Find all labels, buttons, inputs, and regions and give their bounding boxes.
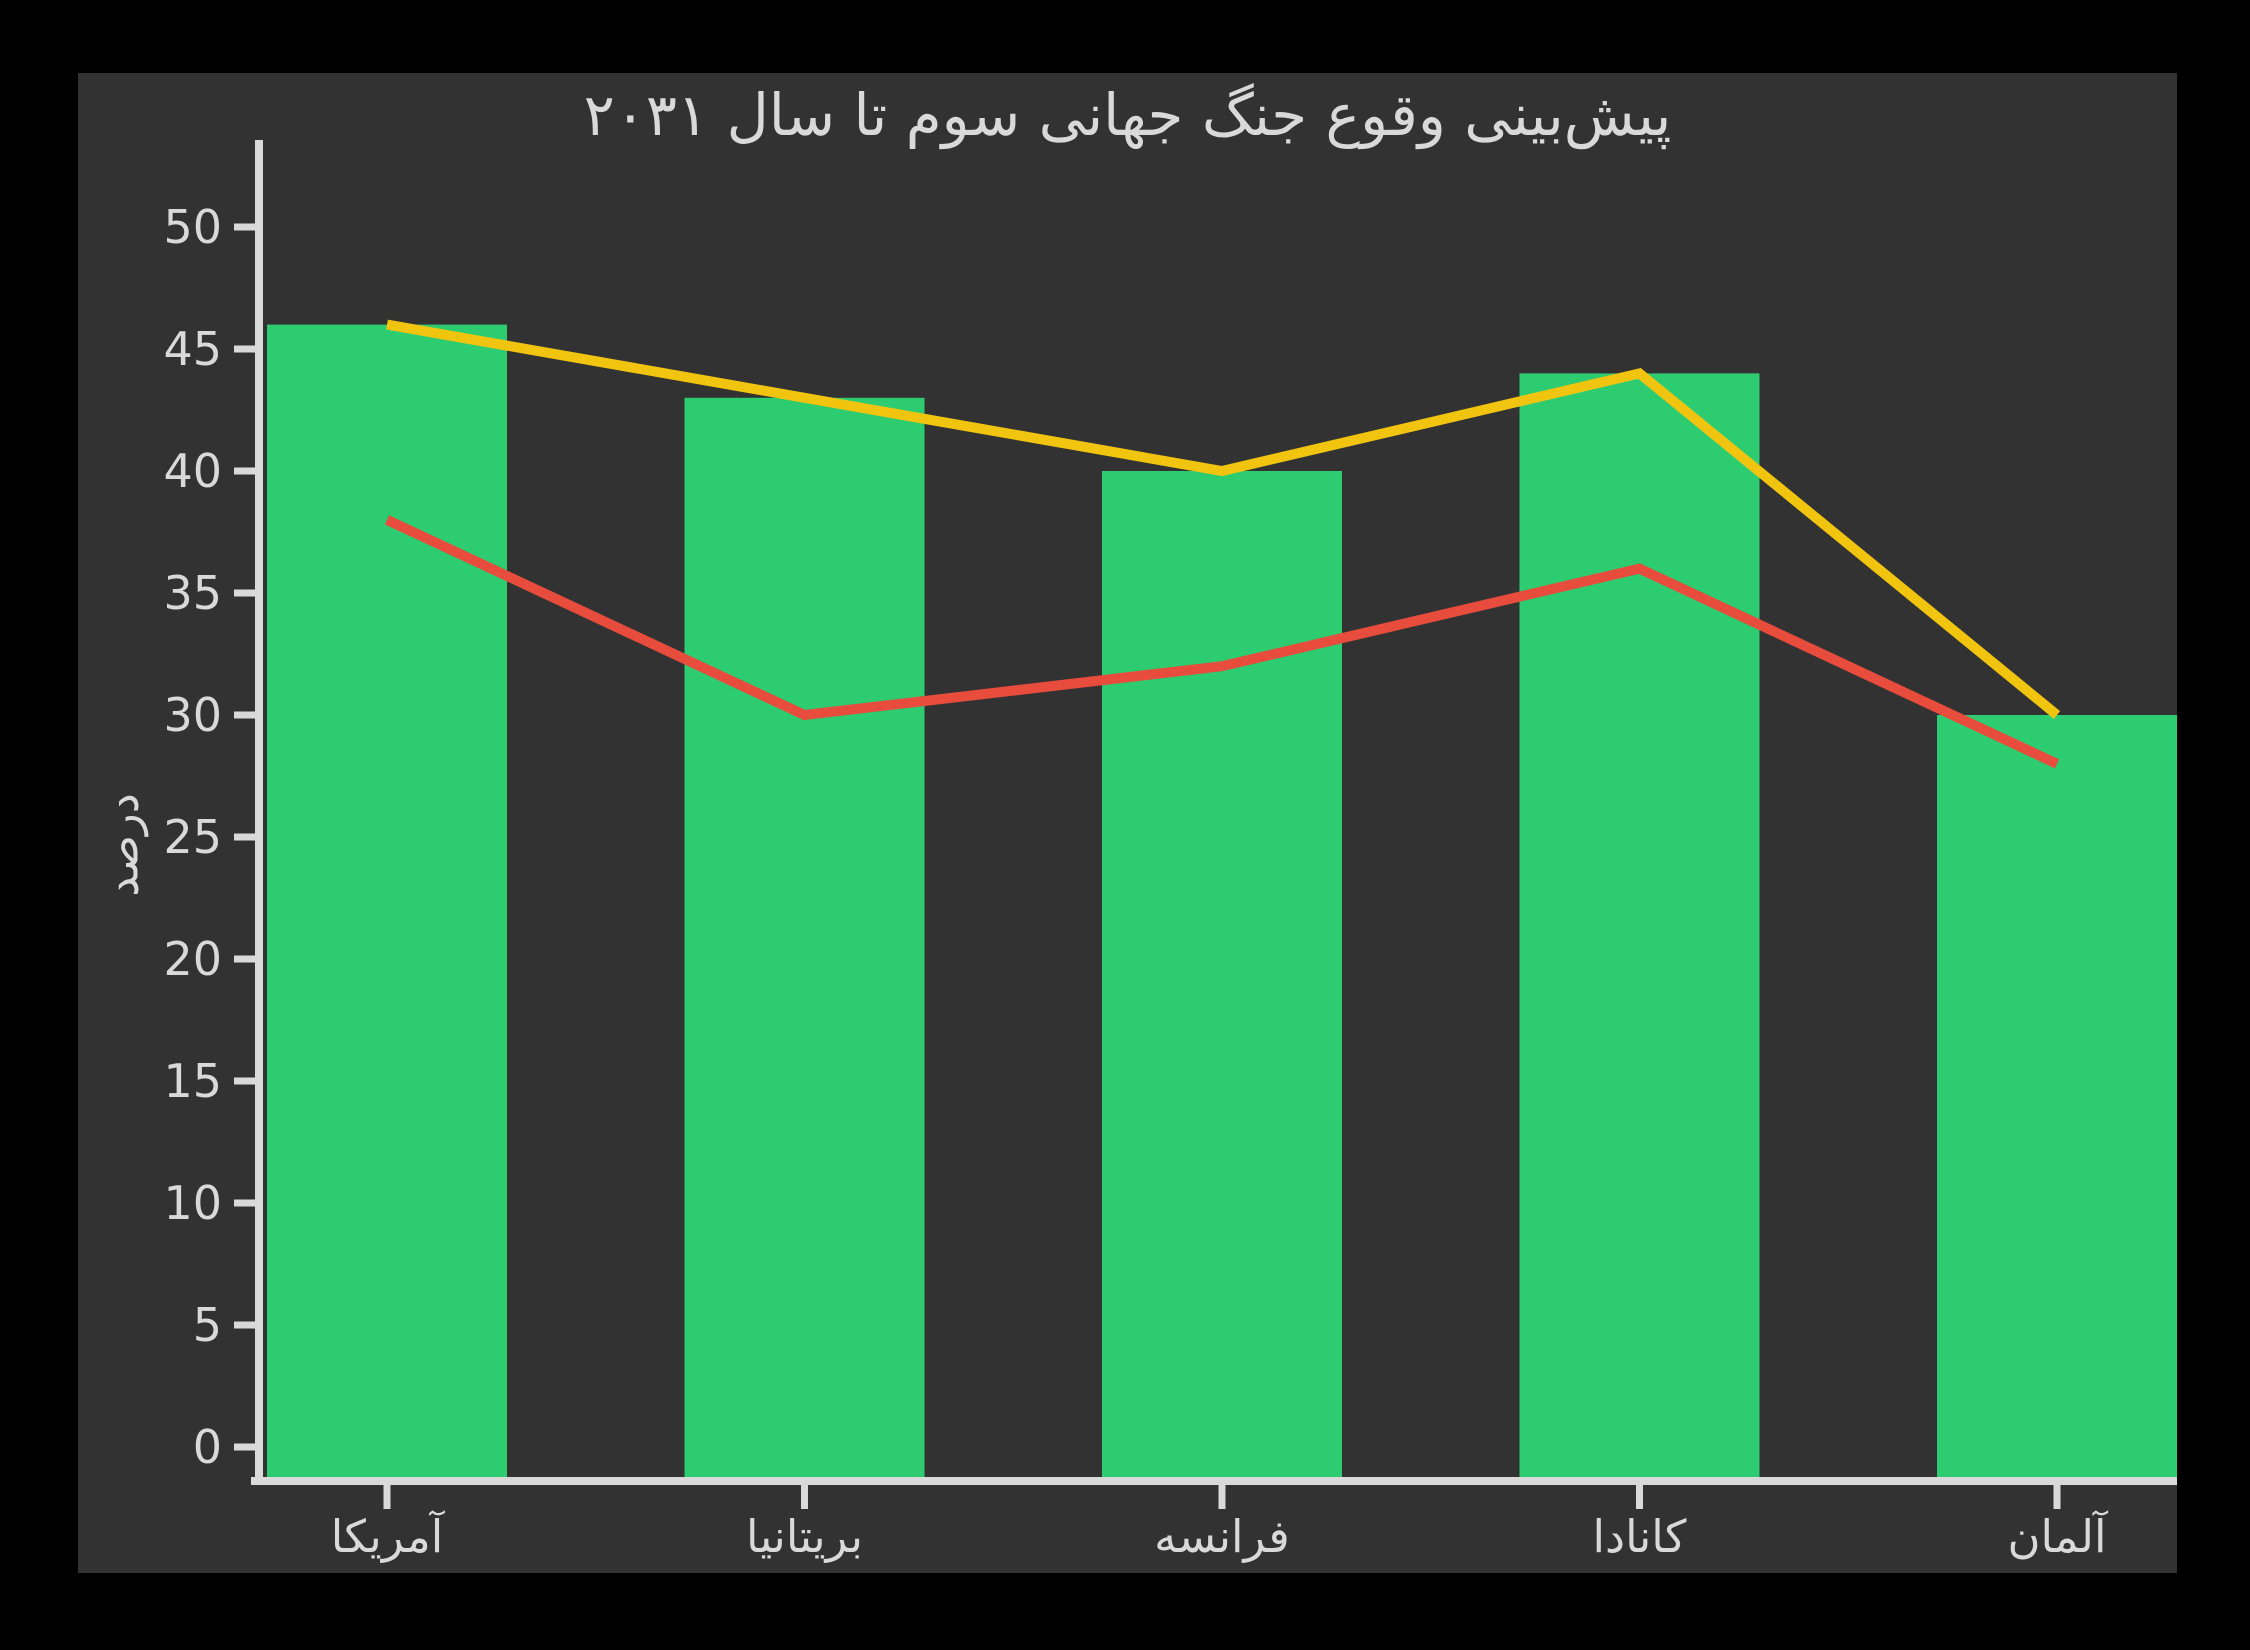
bar-1 (684, 397, 925, 1477)
x-tick-label: کانادا (1593, 1510, 1687, 1563)
bar-0 (267, 324, 507, 1478)
y-tick-mark (234, 1077, 256, 1085)
y-tick-label: 5 (193, 1298, 222, 1352)
yellow-line (386, 319, 2061, 719)
y-tick-mark (234, 589, 256, 597)
y-tick-label: 35 (163, 566, 222, 620)
y-tick-mark (234, 1443, 256, 1451)
x-tick-mark (1636, 1485, 1643, 1509)
y-tick-mark (234, 711, 256, 719)
x-tick-label: آمریکا (331, 1509, 446, 1563)
red-line (384, 515, 2060, 769)
bar-3 (1519, 373, 1760, 1477)
y-tick-mark (234, 345, 256, 353)
y-tick-mark (234, 223, 256, 231)
y-tick-label: 40 (163, 444, 222, 498)
y-tick-mark (234, 467, 256, 475)
y-tick-label: 45 (163, 322, 222, 376)
y-tick-mark (234, 1199, 256, 1207)
x-tick-mark (1218, 1485, 1226, 1509)
bar-2 (1102, 471, 1342, 1477)
y-axis-line (255, 140, 263, 1485)
y-tick-label: 25 (163, 810, 222, 864)
x-tick-label: بریتانیا (746, 1510, 863, 1563)
x-tick-label: فرانسه (1154, 1510, 1290, 1563)
x-tick-mark (801, 1485, 808, 1509)
y-tick-mark (234, 1321, 256, 1329)
y-tick-label: 50 (163, 200, 222, 254)
y-tick-label: 10 (163, 1176, 222, 1230)
y-tick-mark (234, 833, 256, 841)
chart-title: پیش‌بینی وقوع جنگ جهانی سوم تا سال ۲۰۳۱ (583, 81, 1672, 149)
x-axis-line (251, 1477, 2177, 1485)
y-tick-label: 0 (193, 1420, 222, 1474)
x-tick-mark (383, 1485, 391, 1509)
y-tick-mark (234, 955, 256, 963)
bar-4 (1937, 715, 2177, 1477)
y-axis-label: درصد (95, 793, 149, 897)
x-tick-label: آلمان (2008, 1509, 2109, 1563)
y-tick-label: 20 (163, 932, 222, 986)
x-tick-mark (2053, 1485, 2061, 1509)
y-tick-label: 30 (163, 688, 222, 742)
y-tick-label: 15 (163, 1054, 222, 1108)
